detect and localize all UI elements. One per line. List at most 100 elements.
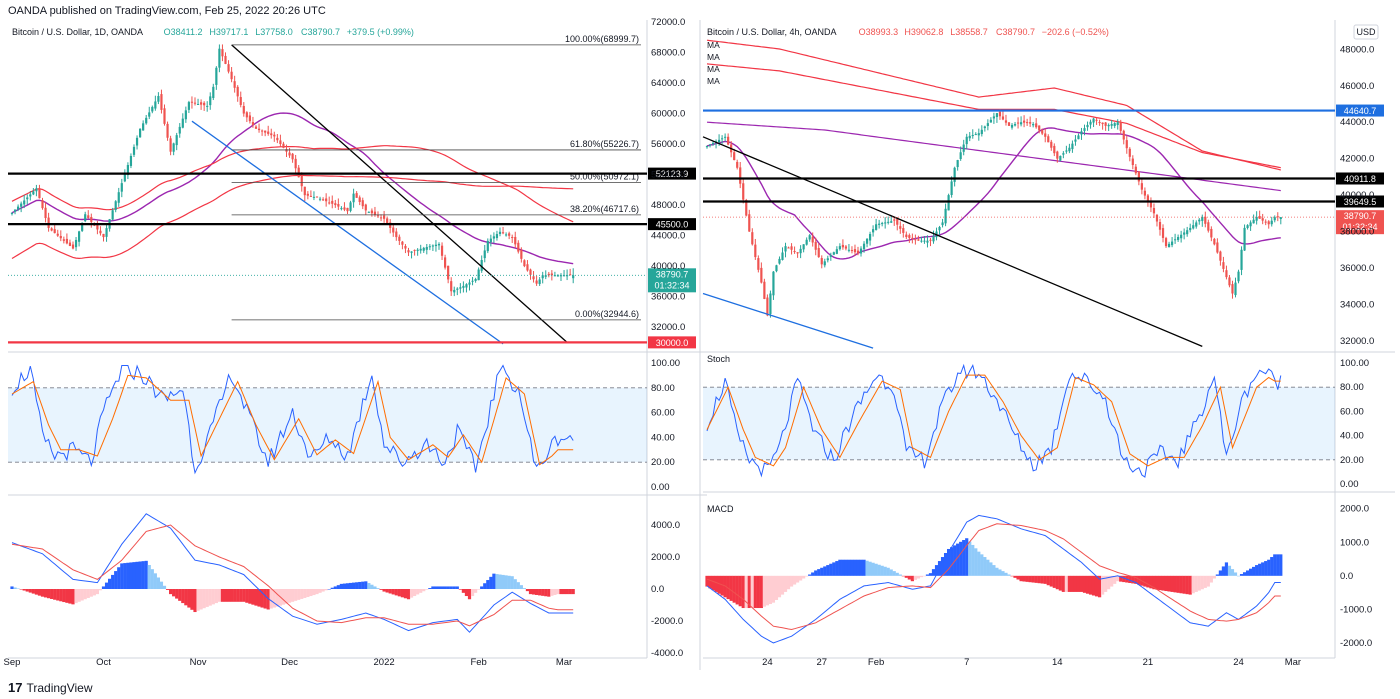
trend-line [702,136,1203,347]
candle-body [1128,148,1131,157]
ma-legend-label: MA [707,76,720,86]
candle [261,129,264,136]
candle-body [65,238,68,244]
candle [212,83,215,101]
candle-body [1225,270,1228,278]
candle [99,226,102,236]
macd-histogram-bar [440,586,444,589]
macd-histogram-bar [1016,575,1020,580]
candle-body [1056,151,1059,159]
candle [796,252,799,258]
candle-body [261,130,264,132]
y-tick-label: 32000.0 [651,322,685,333]
macd-histogram-bar [868,561,872,576]
candle [1032,122,1035,128]
candle [203,101,206,111]
ma-legend-label: MA [707,64,720,74]
candle [1016,117,1020,129]
macd-histogram-bar [717,575,721,594]
candle-body [492,236,495,239]
candle-body [535,280,538,284]
macd-tick-label: 0.0 [1340,571,1353,582]
candle-body [196,104,200,105]
candle [84,211,87,223]
y-tick-label: 36000.0 [651,292,685,303]
candle-body [1264,221,1267,223]
macd-histogram-bar [1185,575,1189,595]
macd-histogram-bar [571,589,575,595]
candle-body [148,112,151,117]
candle [459,283,462,294]
macd-histogram-bar [847,559,851,576]
candle [200,99,203,110]
candle-body [790,246,793,250]
y-tick-label: 68000.0 [651,48,685,59]
candle [428,244,431,251]
candle [1098,119,1101,126]
candle [328,196,331,205]
candle-body [1032,124,1035,126]
macd-histogram-bar [1218,570,1222,576]
candle-body [998,111,1002,117]
macd-histogram-bar [889,569,893,576]
macd-histogram-bar [1101,575,1105,595]
level-tag-text: 45500.0 [656,220,689,230]
macd-histogram-bar [364,581,368,589]
macd-histogram-bar [50,589,54,599]
macd-histogram-bar [759,575,763,609]
candle-body [254,126,258,129]
y-tick-label: 44000.0 [1340,117,1374,128]
candle-body [242,105,245,114]
macd-histogram-bar [865,560,869,576]
macd-histogram-bar [257,589,261,607]
candle [468,279,471,291]
stoch-tick-label: 20.00 [1340,455,1364,466]
macd-histogram-bar [300,589,304,599]
candle [1107,123,1110,132]
candle [456,287,459,296]
candle-body [736,161,739,168]
macd-histogram-bar [211,589,215,605]
stoch-tick-label: 20.00 [651,457,675,468]
candle [498,227,502,237]
candle [132,144,136,158]
level-tag-box [1336,172,1384,185]
macd-histogram-bar [492,573,496,589]
macd-histogram-bar [544,589,548,597]
macd-histogram-bar [765,575,769,606]
candle [1059,155,1062,162]
candle [270,128,273,139]
candle-body [29,194,32,197]
candle-body [166,123,169,138]
candle [1068,143,1071,154]
candle-body [887,221,890,223]
macd-histogram-bar [297,589,301,600]
candle [914,234,917,245]
candle [422,246,425,253]
ohlc-chg: +379.5 (+0.99%) [347,27,414,37]
macd-histogram-bar [565,589,569,595]
candle-body [477,269,480,281]
candle-body [1013,124,1017,126]
candle-body [105,228,108,237]
candle [884,217,887,229]
candle [992,112,995,124]
candle [227,60,230,74]
macd-histogram-bar [750,575,754,609]
macd-histogram-bar [802,575,806,579]
candle-body [829,255,832,257]
candle [322,197,325,201]
macd-histogram-bar [312,589,316,596]
candle-body [980,129,983,135]
candle [1231,280,1234,299]
candle [172,142,175,156]
candle [950,176,953,198]
price-tag-value: 38790.7 [1344,211,1377,221]
panel-right: 44640.7 40911.8 39649.5 38790.701:32:34 4800… [702,20,1395,668]
macd-histogram-bar [962,540,966,576]
macd-histogram-bar [823,566,827,576]
x-tick-label: Mar [556,657,572,668]
candle-body [306,193,309,196]
macd-title: MACD [707,504,734,514]
